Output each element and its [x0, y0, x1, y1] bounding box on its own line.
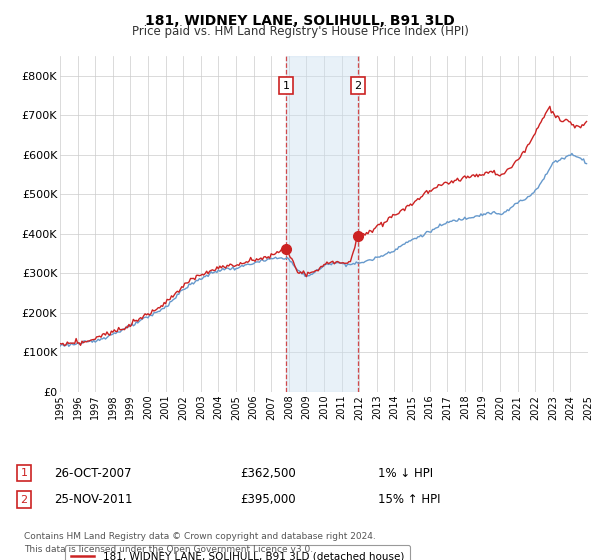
Text: 1% ↓ HPI: 1% ↓ HPI	[378, 466, 433, 480]
Text: 2: 2	[20, 494, 28, 505]
Text: £362,500: £362,500	[240, 466, 296, 480]
Bar	[286, 56, 358, 392]
Text: 181, WIDNEY LANE, SOLIHULL, B91 3LD: 181, WIDNEY LANE, SOLIHULL, B91 3LD	[145, 14, 455, 28]
Text: 26-OCT-2007: 26-OCT-2007	[54, 466, 131, 480]
Text: 1: 1	[283, 81, 289, 91]
Text: £395,000: £395,000	[240, 493, 296, 506]
Text: Contains HM Land Registry data © Crown copyright and database right 2024.
This d: Contains HM Land Registry data © Crown c…	[24, 533, 376, 554]
Text: Price paid vs. HM Land Registry's House Price Index (HPI): Price paid vs. HM Land Registry's House …	[131, 25, 469, 38]
Legend: 181, WIDNEY LANE, SOLIHULL, B91 3LD (detached house), HPI: Average price, detach: 181, WIDNEY LANE, SOLIHULL, B91 3LD (det…	[65, 545, 410, 560]
Text: 2: 2	[354, 81, 361, 91]
Text: 15% ↑ HPI: 15% ↑ HPI	[378, 493, 440, 506]
Text: 25-NOV-2011: 25-NOV-2011	[54, 493, 133, 506]
Text: 1: 1	[20, 468, 28, 478]
